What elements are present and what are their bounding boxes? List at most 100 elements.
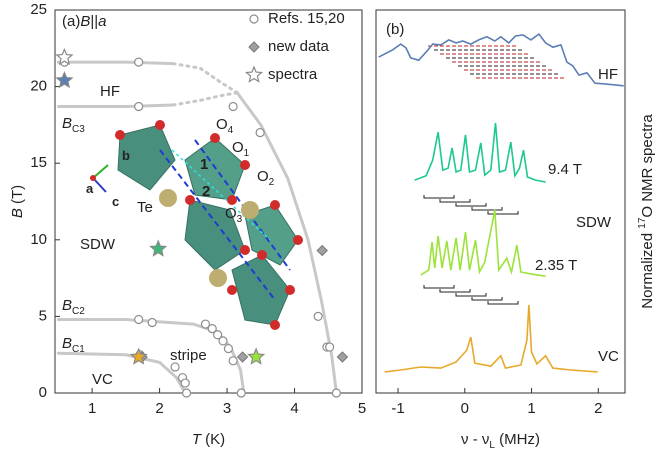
inset-label-part: 4 — [228, 125, 234, 136]
x-axis-label-part: L — [489, 440, 495, 451]
circle-marker — [181, 388, 192, 398]
dashed-link — [171, 149, 271, 241]
annotation: stripe — [170, 347, 207, 364]
bracket — [471, 207, 503, 211]
legend-label: spectra — [268, 66, 318, 83]
annotation: SDW — [80, 236, 116, 253]
x-tick-label: 0 — [461, 400, 469, 417]
o-atom — [240, 245, 250, 255]
series-label: VC — [598, 348, 619, 365]
polyhedron — [117, 124, 176, 191]
plot-frame — [375, 9, 626, 394]
y-tick-label: 25 — [30, 1, 47, 18]
phase-boundary — [56, 351, 187, 395]
series-label: 9.4 T — [548, 161, 582, 178]
star-marker — [55, 47, 74, 66]
inset-label: 1 — [200, 156, 208, 173]
inset-label: a — [86, 181, 94, 196]
inset-label-part: O — [232, 139, 244, 156]
x-tick-label: 1 — [88, 400, 96, 417]
y-tick-label: 20 — [30, 78, 47, 95]
star-marker — [244, 65, 264, 83]
inset-label-part: 2 — [202, 183, 210, 200]
o-atom — [270, 200, 280, 210]
circle-marker — [313, 311, 323, 321]
circle-marker — [213, 330, 223, 340]
inset-label-part: Te — [137, 199, 153, 216]
panel-title: (b) — [386, 21, 404, 38]
te-atom — [159, 189, 177, 207]
inset-label: b — [122, 148, 130, 163]
phase-boundary — [171, 91, 239, 107]
inset-label-part: 3 — [237, 214, 243, 225]
o-atom — [293, 235, 303, 245]
y-axis-label: Normalized 17O NMR spectra — [637, 114, 656, 309]
x-axis-label-part: (MHz) — [495, 431, 540, 448]
y-tick-label: 0 — [39, 384, 47, 401]
o-atom — [155, 120, 165, 130]
bracket — [455, 293, 487, 297]
te-atom — [209, 269, 227, 287]
bracket — [439, 199, 471, 203]
x-tick-label: 5 — [358, 400, 366, 417]
y-tick-label: 5 — [39, 307, 47, 324]
annotation: HF — [100, 83, 120, 100]
circle-marker — [249, 14, 259, 24]
spectrum-line — [384, 304, 598, 373]
phase-boundary — [56, 60, 175, 66]
annotation-part: B — [62, 335, 72, 352]
phase-boundary — [171, 62, 239, 95]
annotation-part: VC — [92, 371, 113, 388]
circle-marker — [200, 319, 211, 329]
circle-marker — [218, 336, 228, 346]
y-tick-label: 15 — [30, 154, 47, 171]
o-atom — [240, 160, 250, 170]
o-atom — [285, 285, 295, 295]
inset-label-part: a — [86, 181, 94, 196]
x-tick-label: 4 — [290, 400, 298, 417]
x-tick-label: -1 — [391, 400, 404, 417]
panel-title-part: || — [90, 13, 98, 30]
annotation: BC1 — [62, 335, 85, 355]
phase-boundary — [56, 103, 175, 108]
inset-label-part: O — [216, 116, 228, 133]
circle-marker — [134, 314, 144, 325]
circle-marker — [134, 57, 144, 67]
dashed-link — [159, 149, 276, 301]
series-label: HF — [598, 66, 618, 83]
te-atom — [241, 201, 259, 219]
legend-label: new data — [268, 38, 330, 55]
y-axis-label-part: Normalized — [639, 229, 656, 309]
x-tick-label: 2 — [155, 400, 163, 417]
plot-frame — [54, 9, 363, 394]
axis-arrow — [92, 177, 107, 193]
x-axis-label: ν - νL (MHz) — [461, 431, 540, 451]
inset-label: O4 — [216, 116, 234, 136]
polyhedron — [231, 254, 291, 326]
circle-marker — [228, 356, 238, 366]
annotation: SDW — [576, 214, 612, 231]
diamond-marker — [248, 41, 260, 53]
circle-marker — [207, 324, 217, 334]
spectrum-line — [378, 32, 624, 87]
annotation-part: C1 — [72, 344, 85, 355]
inset-label-part: c — [112, 194, 119, 209]
star-marker — [149, 239, 168, 257]
annotation-part: HF — [100, 83, 120, 100]
annotation: BC2 — [62, 297, 85, 317]
circle-marker — [331, 388, 341, 398]
x-axis-label: T (K) — [192, 431, 225, 448]
bracket — [487, 301, 519, 305]
bracket — [423, 285, 455, 289]
circle-marker — [180, 378, 190, 388]
bracket — [455, 203, 487, 207]
circle-marker — [147, 317, 157, 328]
o-atom — [257, 250, 267, 260]
axis-arrow — [92, 164, 109, 179]
o-atom — [185, 195, 195, 205]
y-axis-label-part: 17 — [637, 217, 648, 229]
inset-label-part: b — [122, 148, 130, 163]
circle-marker — [236, 388, 246, 398]
y-axis-label-part: (T) — [9, 185, 26, 208]
